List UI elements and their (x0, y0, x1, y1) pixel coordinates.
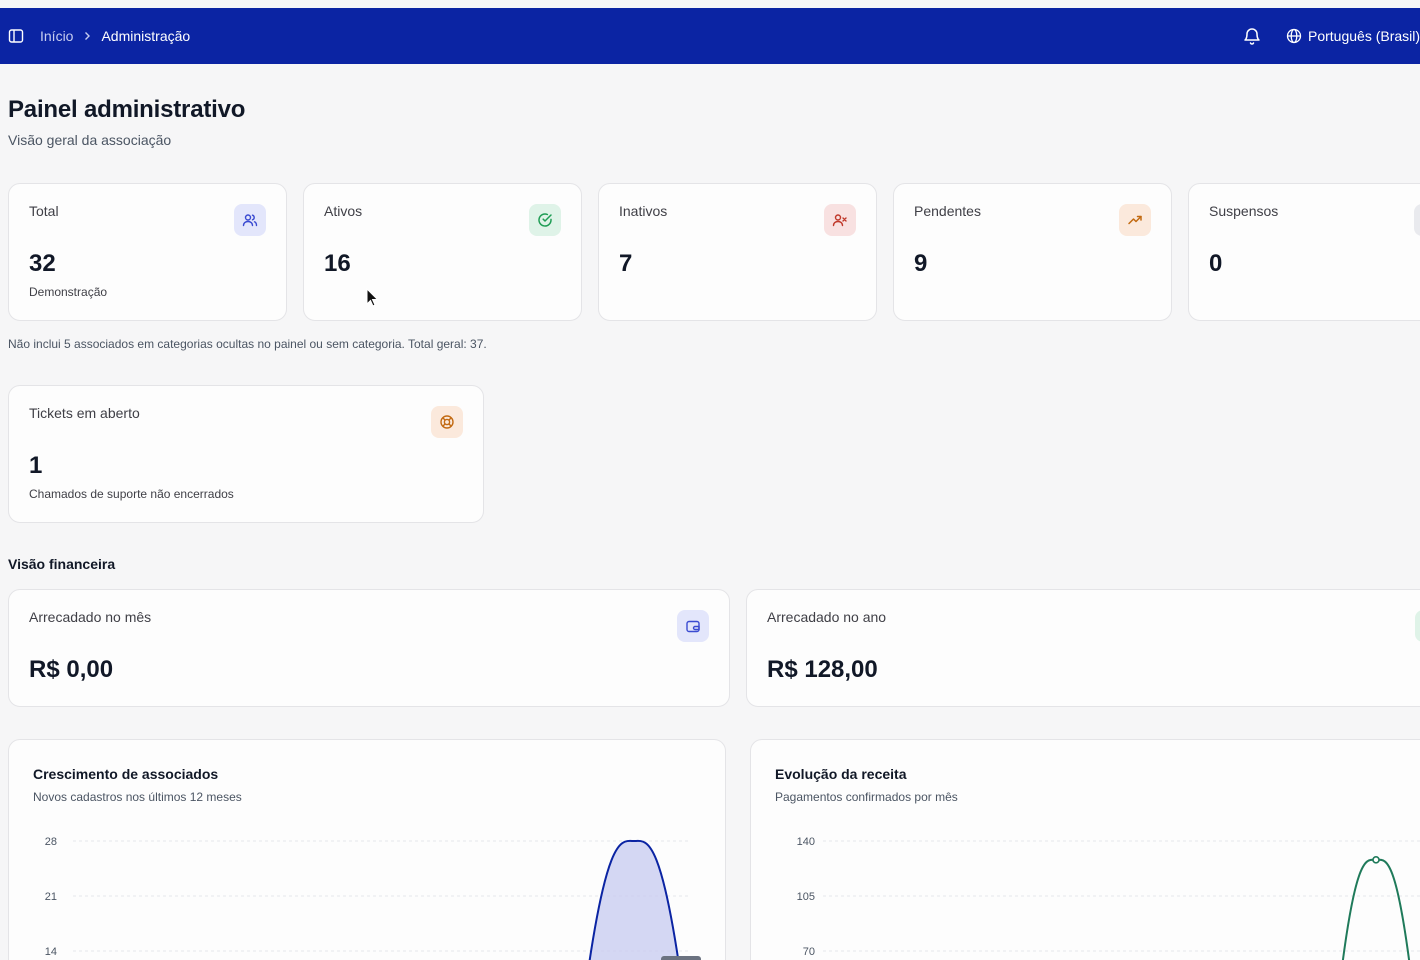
stat-card-active: Ativos 16 (303, 183, 582, 321)
stat-value: 9 (914, 250, 928, 277)
stat-label: Pendentes (914, 203, 981, 219)
life-buoy-icon (431, 406, 463, 438)
users-icon (234, 204, 266, 236)
language-selector[interactable]: Português (Brasil) (1286, 8, 1420, 64)
page-title: Painel administrativo (8, 96, 246, 123)
stat-card-inactive: Inativos 7 (598, 183, 877, 321)
data-point (1372, 856, 1380, 864)
stat-label: Ativos (324, 203, 363, 219)
breadcrumb-current: Administração (101, 28, 191, 44)
stat-value: 0 (1209, 250, 1223, 277)
user-x-icon (824, 204, 856, 236)
tickets-hint: Chamados de suporte não encerrados (29, 487, 234, 501)
stat-card-suspended: Suspensos 0 (1188, 183, 1420, 321)
revenue-evolution-chart-card: Evolução da receita Pagamentos confirmad… (750, 739, 1420, 960)
sidebar-toggle-icon[interactable] (8, 28, 24, 44)
check-circle-icon (529, 204, 561, 236)
top-navbar: Início Administração Português (Brasil) (0, 8, 1420, 64)
breadcrumb: Início Administração (40, 8, 190, 64)
finance-section-title: Visão financeira (8, 556, 116, 572)
wallet-icon (1415, 610, 1420, 642)
members-growth-chart-card: Crescimento de associados Novos cadastro… (8, 739, 726, 960)
ban-icon (1414, 204, 1420, 236)
y-tick-label: 21 (45, 891, 57, 903)
finance-month-value: R$ 0,00 (29, 656, 114, 683)
series-line (1341, 858, 1411, 960)
chart-subtitle: Pagamentos confirmados por mês (775, 790, 958, 804)
stat-label: Total (29, 203, 59, 219)
stat-card-total: Total 32 Demonstração (8, 183, 287, 321)
y-tick-label: 105 (797, 891, 815, 903)
y-tick-label: 14 (45, 946, 57, 958)
hidden-categories-note: Não inclui 5 associados em categorias oc… (8, 337, 487, 351)
finance-year-label: Arrecadado no ano (767, 609, 887, 625)
revenue-evolution-chart: 140 105 70 (797, 836, 1420, 960)
tickets-value: 1 (29, 452, 43, 479)
globe-icon (1286, 28, 1302, 44)
y-tick-label: 140 (797, 836, 815, 848)
chart-title: Crescimento de associados (33, 766, 219, 782)
series-line (588, 839, 680, 960)
tooltip-stub (661, 956, 701, 960)
y-tick-label: 28 (45, 836, 57, 848)
stat-value: 7 (619, 250, 633, 277)
bell-icon[interactable] (1242, 26, 1262, 46)
chart-subtitle: Novos cadastros nos últimos 12 meses (33, 790, 242, 804)
finance-year-card: Arrecadado no ano R$ 128,00 (746, 589, 1420, 707)
stat-value: 16 (324, 250, 351, 277)
stat-hint: Demonstração (29, 285, 108, 299)
page-subtitle: Visão geral da associação (8, 132, 172, 148)
finance-year-value: R$ 128,00 (767, 656, 878, 683)
tickets-label: Tickets em aberto (29, 405, 140, 421)
stat-label: Suspensos (1209, 203, 1279, 219)
members-growth-chart: 28 21 14 (45, 836, 701, 960)
y-tick-label: 70 (803, 946, 815, 958)
chevron-right-icon (81, 30, 93, 42)
trending-up-icon (1119, 204, 1151, 236)
stat-label: Inativos (619, 203, 668, 219)
wallet-icon (677, 610, 709, 642)
browser-top-strip (0, 0, 1420, 8)
tickets-card: Tickets em aberto 1 Chamados de suporte … (8, 385, 484, 523)
language-label: Português (Brasil) (1308, 28, 1420, 44)
stat-value: 32 (29, 250, 56, 277)
finance-month-label: Arrecadado no mês (29, 609, 152, 625)
series-area (589, 840, 679, 960)
breadcrumb-home-link[interactable]: Início (40, 28, 74, 44)
mouse-cursor-icon (366, 288, 379, 307)
stat-card-pending: Pendentes 9 (893, 183, 1172, 321)
finance-month-card: Arrecadado no mês R$ 0,00 (8, 589, 730, 707)
chart-title: Evolução da receita (775, 766, 907, 782)
